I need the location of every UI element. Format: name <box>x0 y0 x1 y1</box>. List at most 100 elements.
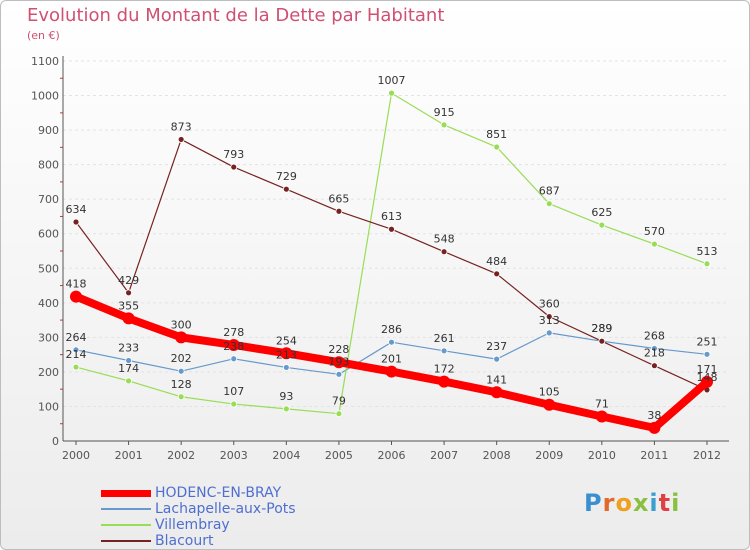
data-point <box>177 136 185 143</box>
data-label: 201 <box>381 353 402 366</box>
data-point <box>335 410 343 418</box>
data-label: 300 <box>171 318 192 331</box>
data-label: 548 <box>434 233 455 246</box>
x-tick-label: 2005 <box>325 449 353 462</box>
data-label: 873 <box>171 120 192 133</box>
logo-letter: t <box>658 489 672 517</box>
logo-letter: i <box>671 489 681 517</box>
data-label: 625 <box>591 206 612 219</box>
logo-letter: o <box>615 489 633 517</box>
data-label: 286 <box>381 323 402 336</box>
x-tick-label: 2011 <box>640 449 668 462</box>
data-label: 233 <box>118 342 139 355</box>
data-label: 218 <box>644 347 665 360</box>
data-point <box>595 410 608 423</box>
data-point <box>282 185 290 193</box>
data-point <box>335 207 343 215</box>
data-point <box>227 338 240 351</box>
data-point <box>122 312 135 325</box>
data-label: 251 <box>697 335 718 348</box>
data-label: 172 <box>434 363 455 376</box>
legend-item: Lachapelle-aux-Pots <box>101 501 296 517</box>
data-point <box>175 331 188 344</box>
data-label: 429 <box>118 274 139 287</box>
legend-label: Lachapelle-aux-Pots <box>155 501 296 517</box>
data-point <box>598 337 606 345</box>
y-tick-label: 0 <box>52 435 59 448</box>
data-point <box>651 240 658 248</box>
y-tick-label: 200 <box>38 366 59 379</box>
data-label: 793 <box>223 148 244 161</box>
legend-swatch <box>101 524 151 526</box>
y-tick-label: 500 <box>38 262 59 275</box>
data-point <box>280 347 293 360</box>
data-point <box>703 260 711 268</box>
data-point <box>385 365 398 378</box>
data-label: 148 <box>697 371 718 384</box>
data-label: 665 <box>328 192 349 205</box>
y-tick-label: 100 <box>38 400 59 413</box>
legend-label: Villembray <box>155 517 230 533</box>
data-label: 613 <box>381 210 402 223</box>
legend-item: HODENC-EN-BRAY <box>101 485 296 501</box>
data-label: 1007 <box>378 74 406 87</box>
data-point <box>282 364 290 371</box>
data-label: 278 <box>223 326 244 339</box>
x-tick-label: 2010 <box>588 449 616 462</box>
data-point <box>651 345 658 352</box>
data-point <box>493 355 501 363</box>
data-point <box>438 375 451 388</box>
x-tick-label: 2003 <box>220 449 248 462</box>
proxiti-logo: Proxiti <box>584 489 680 517</box>
legend-label: HODENC-EN-BRAY <box>155 485 282 501</box>
data-point <box>440 248 448 256</box>
x-tick-label: 2004 <box>272 449 300 462</box>
y-tick-label: 1000 <box>31 90 59 103</box>
data-label: 193 <box>328 355 349 368</box>
data-label: 105 <box>539 386 560 399</box>
data-label: 418 <box>66 278 87 291</box>
legend-swatch <box>101 540 151 542</box>
x-tick-label: 2008 <box>483 449 511 462</box>
data-point <box>282 405 290 413</box>
legend-swatch <box>101 489 151 497</box>
legend-item: Blacourt <box>101 533 296 549</box>
data-point <box>651 362 658 370</box>
data-point <box>72 218 80 226</box>
x-tick-label: 2002 <box>167 449 195 462</box>
data-label: 238 <box>223 340 244 353</box>
y-tick-label: 800 <box>38 159 59 172</box>
y-tick-label: 400 <box>38 297 59 310</box>
data-label: 851 <box>486 128 507 141</box>
data-label: 202 <box>171 352 192 365</box>
data-point <box>72 363 80 371</box>
y-tick-label: 700 <box>38 193 59 206</box>
data-point <box>440 347 448 355</box>
data-point <box>388 225 395 233</box>
data-label: 289 <box>591 322 612 335</box>
data-label: 729 <box>276 170 297 183</box>
data-point <box>230 163 238 171</box>
data-point <box>440 121 448 129</box>
data-point <box>335 370 343 378</box>
data-label: 513 <box>697 245 718 258</box>
logo-letter: P <box>584 489 603 517</box>
data-point <box>125 357 132 364</box>
y-tick-label: 300 <box>38 331 59 344</box>
data-point <box>230 400 238 408</box>
data-label: 214 <box>66 348 87 361</box>
data-label: 174 <box>118 362 139 375</box>
x-tick-label: 2012 <box>693 449 721 462</box>
legend: HODENC-EN-BRAY Lachapelle-aux-Pots Villemb… <box>101 485 296 549</box>
data-label: 268 <box>644 329 665 342</box>
data-label: 213 <box>276 348 297 361</box>
data-label: 634 <box>66 203 87 216</box>
y-tick-label: 900 <box>38 124 59 137</box>
data-point <box>125 289 132 297</box>
data-point <box>493 270 501 278</box>
data-point <box>490 386 503 399</box>
data-label: 355 <box>118 299 139 312</box>
logo-letter: x <box>632 489 650 517</box>
